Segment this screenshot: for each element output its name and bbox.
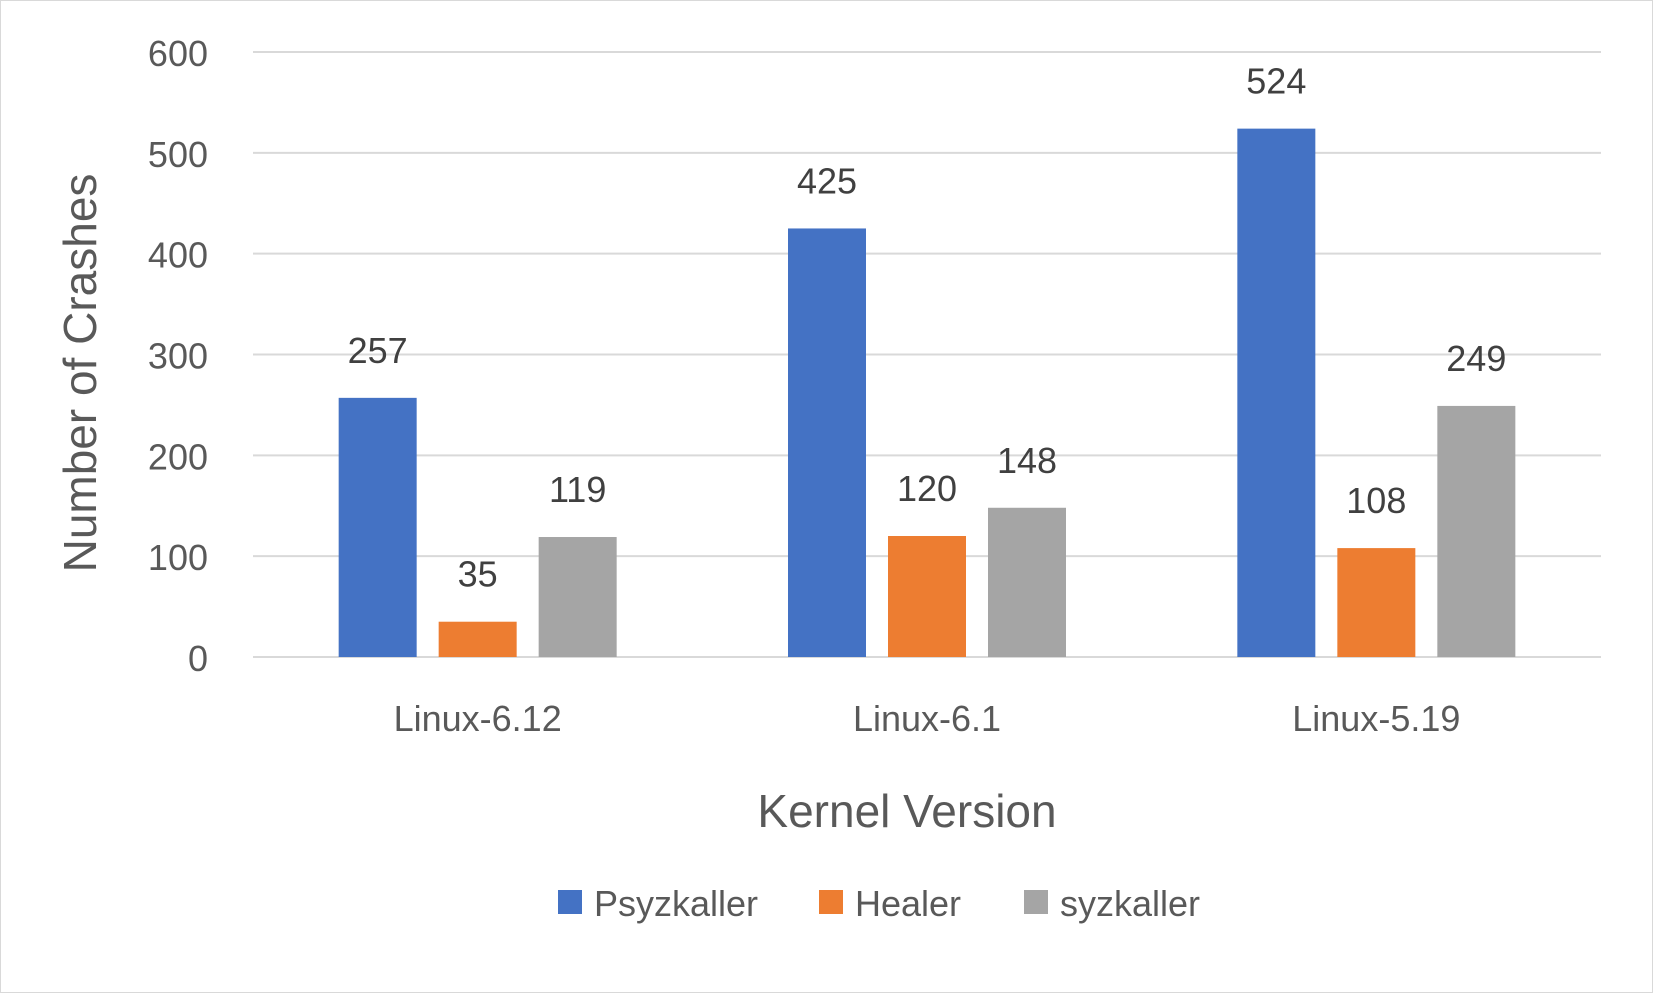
x-tick-label: Linux-5.19 <box>1292 698 1460 739</box>
legend-swatch <box>558 890 582 914</box>
y-axis-title: Number of Crashes <box>54 174 106 573</box>
legend-label: syzkaller <box>1060 883 1200 924</box>
data-label: 108 <box>1346 480 1406 521</box>
x-tick-label: Linux-6.1 <box>853 698 1001 739</box>
bar-healer <box>1337 548 1416 657</box>
data-labels: 257 35 119 425 120 148 524 108 249 <box>348 61 1507 595</box>
data-label: 148 <box>997 440 1057 481</box>
bar-syzkaller <box>988 507 1066 657</box>
data-label: 119 <box>549 469 606 510</box>
bar-psyzkaller <box>788 228 866 658</box>
legend: Psyzkaller Healer syzkaller <box>558 883 1200 924</box>
legend-item-syzkaller: syzkaller <box>1024 883 1200 924</box>
data-label: 120 <box>897 468 957 509</box>
y-tick-label: 500 <box>148 134 208 175</box>
x-axis-ticks: Linux-6.12 Linux-6.1 Linux-5.19 <box>394 698 1461 739</box>
bar-healer <box>438 621 517 657</box>
data-label: 35 <box>458 554 498 595</box>
legend-item-psyzkaller: Psyzkaller <box>558 883 758 924</box>
legend-item-healer: Healer <box>819 883 961 924</box>
bar-syzkaller <box>538 537 617 657</box>
y-axis-ticks: 0 100 200 300 400 500 600 <box>148 33 208 679</box>
x-tick-label: Linux-6.12 <box>394 698 562 739</box>
legend-swatch <box>819 890 843 914</box>
data-label: 524 <box>1246 61 1306 102</box>
y-tick-label: 300 <box>148 336 208 377</box>
bar-psyzkaller <box>1237 128 1316 658</box>
y-tick-label: 200 <box>148 436 208 477</box>
x-axis-title: Kernel Version <box>757 785 1056 837</box>
data-label: 257 <box>348 330 408 371</box>
gridlines <box>253 51 1601 658</box>
bar-syzkaller <box>1437 405 1516 657</box>
legend-label: Psyzkaller <box>594 883 758 924</box>
data-label: 425 <box>797 160 857 201</box>
y-tick-label: 100 <box>148 537 208 578</box>
legend-label: Healer <box>855 883 961 924</box>
y-tick-label: 0 <box>188 638 208 679</box>
y-tick-label: 600 <box>148 33 208 74</box>
bar-psyzkaller <box>338 397 417 657</box>
bar-healer <box>888 536 966 657</box>
bars <box>338 128 1516 658</box>
y-tick-label: 400 <box>148 235 208 276</box>
legend-swatch <box>1024 890 1048 914</box>
data-label: 249 <box>1446 338 1506 379</box>
